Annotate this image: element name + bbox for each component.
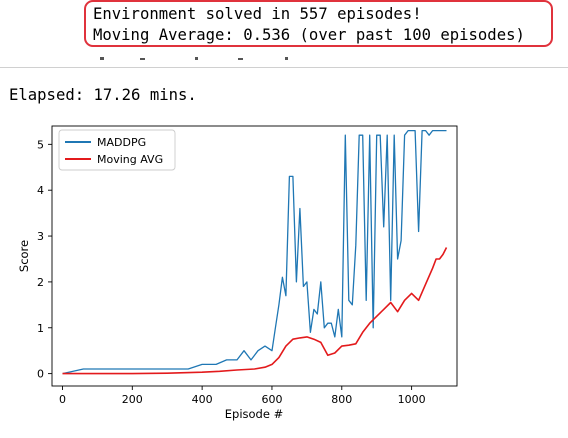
- x-tick-label: 200: [122, 393, 143, 406]
- x-tick-label: 1000: [398, 393, 426, 406]
- x-tick-label: 800: [331, 393, 352, 406]
- x-tick-label: 600: [261, 393, 282, 406]
- elapsed-time: Elapsed: 17.26 mins.: [9, 86, 197, 104]
- legend: MADDPG Moving AVG: [58, 129, 176, 171]
- output-divider: [0, 67, 568, 68]
- x-tick-label: 0: [59, 393, 66, 406]
- legend-label-moving-avg: Moving AVG: [97, 153, 163, 166]
- x-axis-label: Episode #: [225, 407, 283, 421]
- x-tick-label: 400: [192, 393, 213, 406]
- y-tick-label: 1: [37, 322, 44, 335]
- y-tick-label: 5: [37, 138, 44, 151]
- moving-average-message: Moving Average: 0.536 (over past 100 epi…: [93, 26, 525, 44]
- y-tick-label: 4: [37, 184, 44, 197]
- solved-message: Environment solved in 557 episodes!: [93, 5, 422, 23]
- y-tick-label: 0: [37, 368, 44, 381]
- clipped-output-fragment: [100, 57, 288, 60]
- series-line-maddpg: [62, 129, 447, 375]
- y-tick-label: 2: [37, 276, 44, 289]
- y-tick-label: 3: [37, 230, 44, 243]
- legend-label-maddpg: MADDPG: [97, 136, 146, 149]
- series-line-moving-avg: [62, 247, 448, 375]
- solved-message-box: Environment solved in 557 episodes! Movi…: [84, 0, 553, 47]
- y-axis-label: Score: [17, 240, 31, 272]
